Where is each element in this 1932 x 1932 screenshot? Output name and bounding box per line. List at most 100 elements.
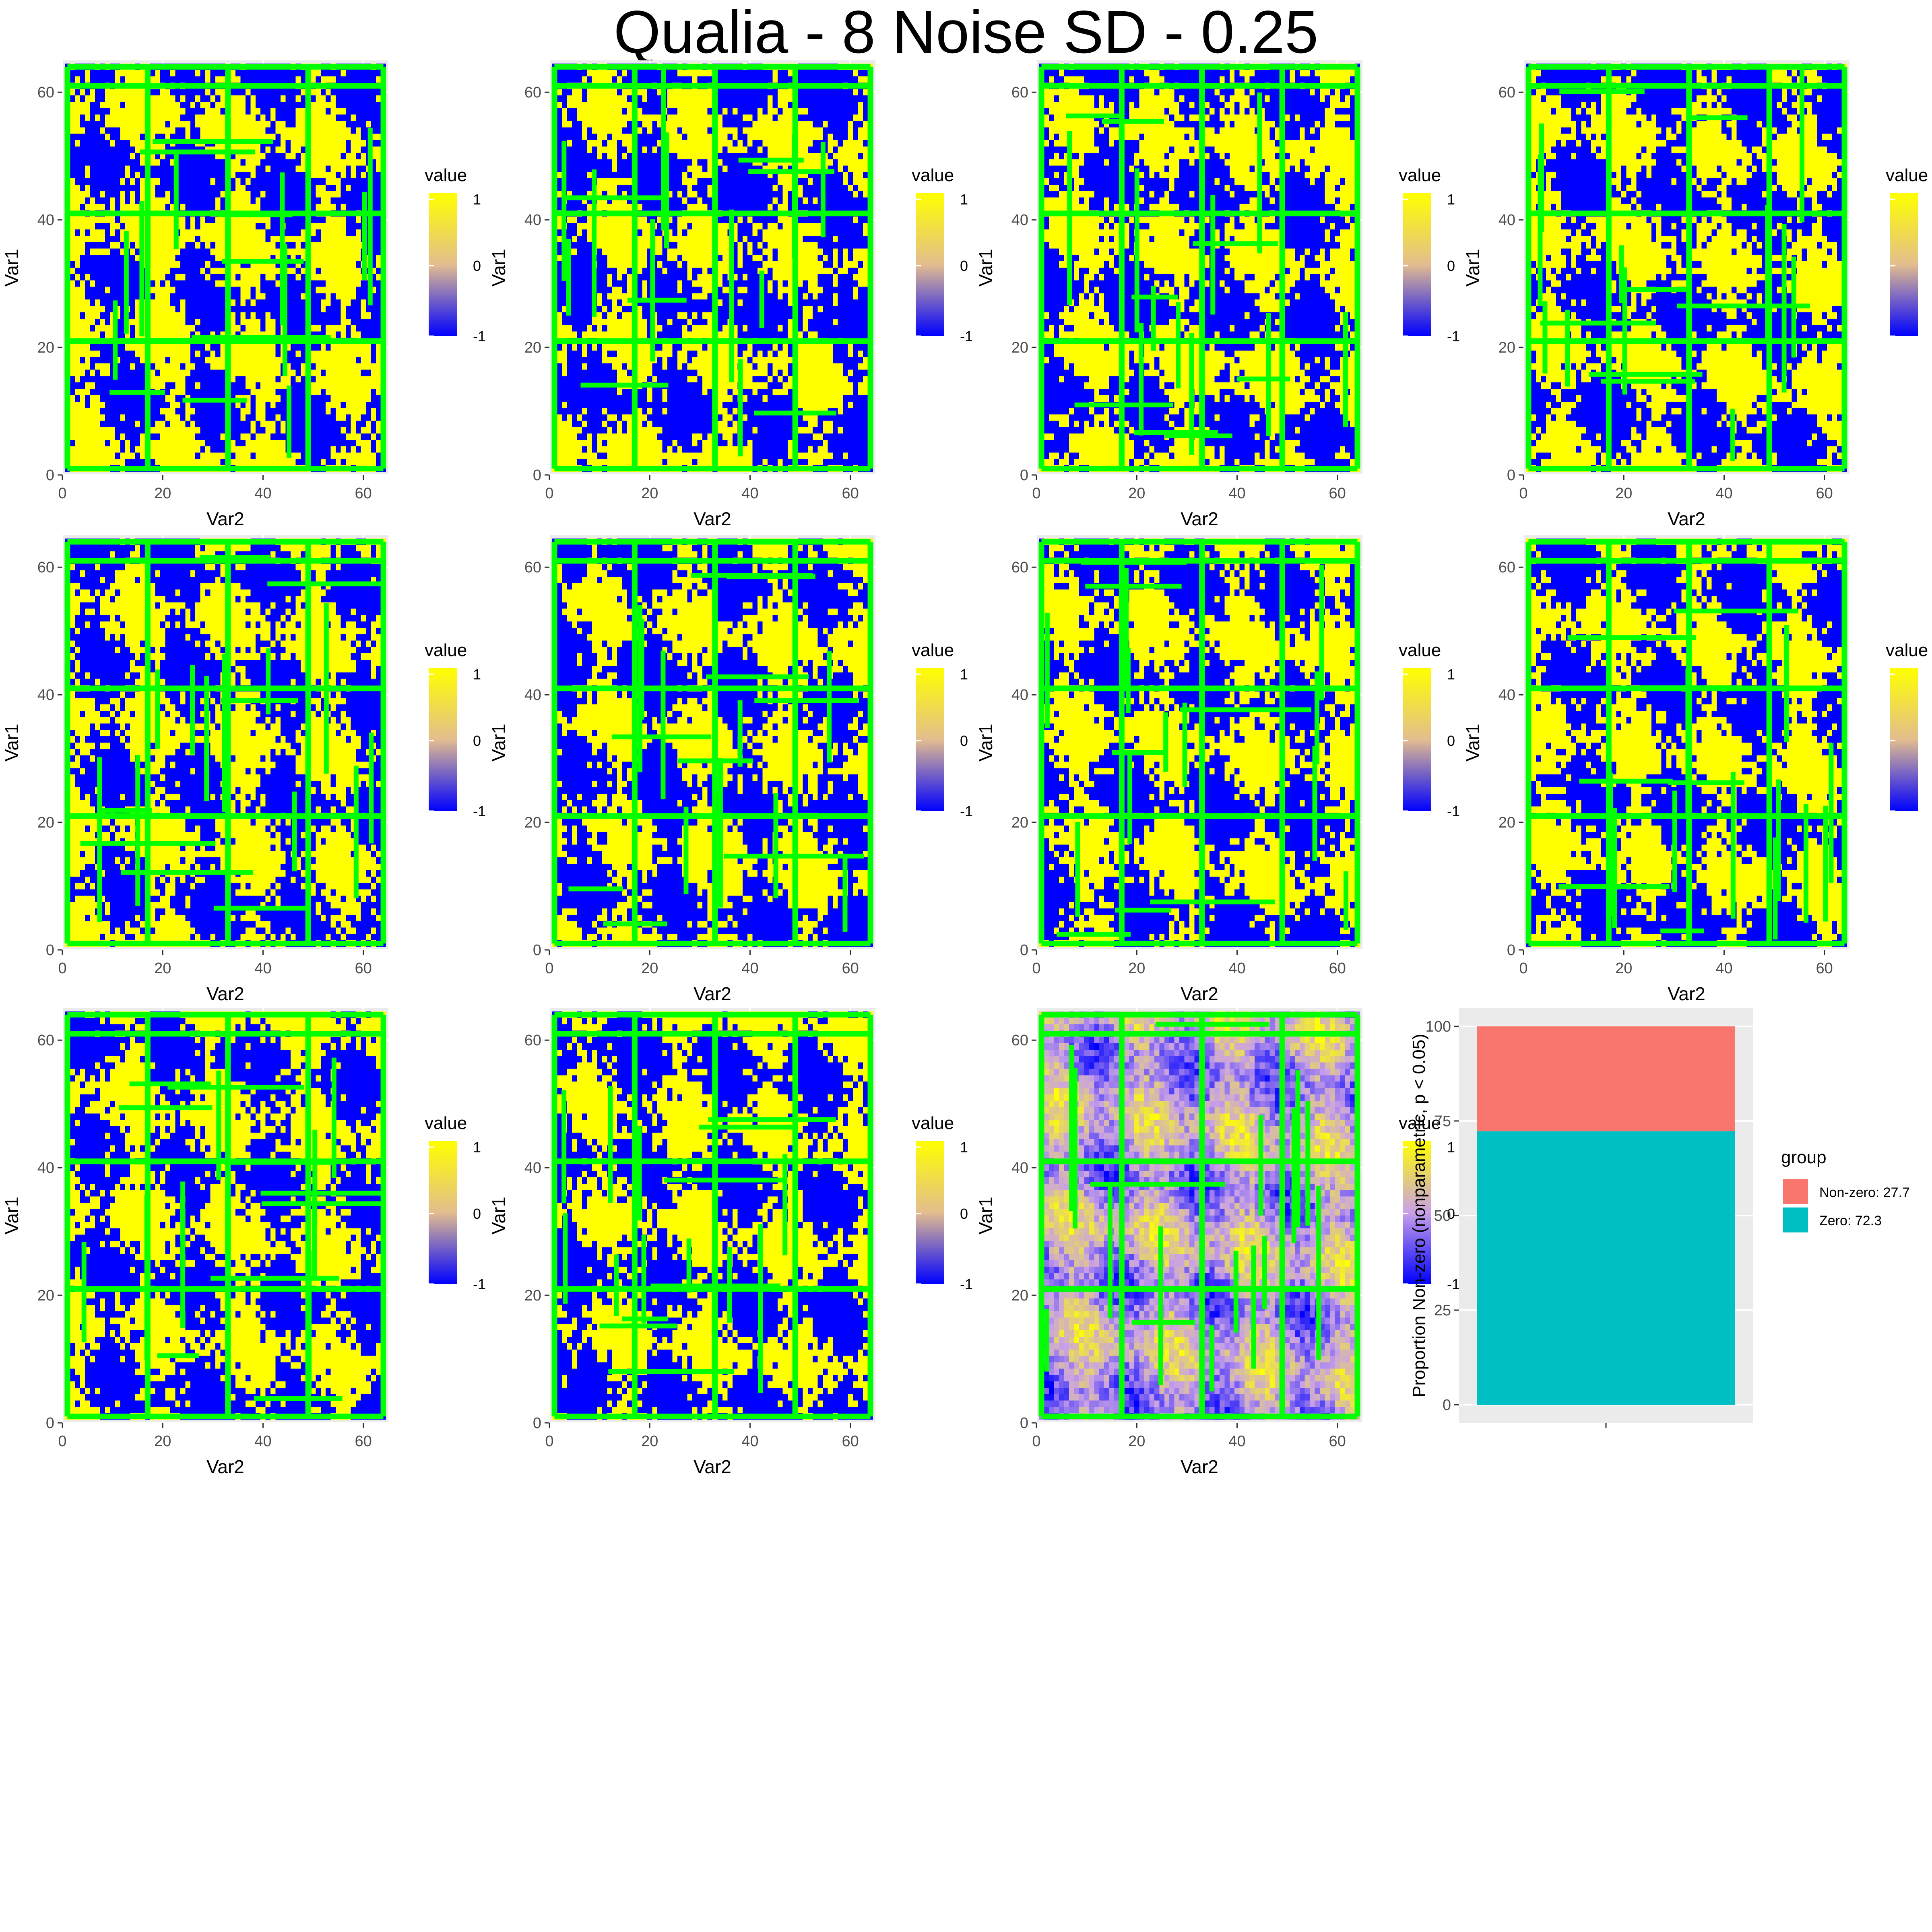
y-axis-label: Var1 bbox=[488, 249, 509, 287]
x-tick-label: 40 bbox=[254, 485, 271, 502]
colorbar-label: 1 bbox=[1447, 666, 1455, 683]
x-tick-label: 60 bbox=[1816, 960, 1833, 977]
y-tick-label: 20 bbox=[524, 1287, 541, 1304]
x-tick-label: 20 bbox=[154, 1433, 171, 1450]
y-tick-label: 60 bbox=[1499, 559, 1515, 576]
legend-title: value bbox=[1886, 640, 1928, 660]
y-axis-label: Var1 bbox=[1462, 724, 1483, 762]
legend-title: value bbox=[1399, 640, 1441, 660]
y-tick-label: 40 bbox=[524, 212, 541, 229]
x-tick-label: 0 bbox=[1519, 485, 1527, 502]
colorbar-label: -1 bbox=[473, 1276, 486, 1292]
y-tick-label: 60 bbox=[524, 559, 541, 576]
y-tick-label: 50 bbox=[1434, 1208, 1451, 1224]
colorbar bbox=[916, 193, 944, 336]
colorbar bbox=[916, 1141, 944, 1284]
x-tick-label: 0 bbox=[1032, 485, 1040, 502]
y-tick-label: 60 bbox=[1011, 1032, 1028, 1049]
x-axis-label: Var2 bbox=[1668, 508, 1705, 529]
y-tick-label: 20 bbox=[1499, 814, 1515, 831]
legend-key bbox=[1783, 1179, 1808, 1204]
x-axis-label: Var2 bbox=[694, 1456, 731, 1477]
y-tick-label: 40 bbox=[524, 1160, 541, 1177]
bar-segment bbox=[1477, 1026, 1735, 1131]
y-tick-label: 25 bbox=[1434, 1302, 1451, 1319]
heatmap-panel-10: 0 20 40 60 0 20 40 60 Var2 Var1 value 1 0 -1 bbox=[488, 1008, 973, 1477]
y-tick-label: 0 bbox=[46, 942, 54, 959]
x-tick-label: 60 bbox=[355, 485, 372, 502]
x-axis-label: Var2 bbox=[206, 508, 244, 529]
heatmap-panel-5: 0 20 40 60 0 20 40 60 Var2 Var1 value 1 0 -1 bbox=[1, 535, 486, 1004]
x-tick-label: 20 bbox=[1128, 1433, 1145, 1450]
y-tick-label: 0 bbox=[533, 1415, 541, 1432]
colorbar-label: 0 bbox=[960, 258, 968, 274]
heatmap-panel-3: 0 20 40 60 0 20 40 60 Var2 Var1 value 1 0 -1 bbox=[975, 60, 1460, 529]
y-tick-label: 0 bbox=[46, 1415, 54, 1432]
x-tick-label: 20 bbox=[154, 485, 171, 502]
colorbar-label: -1 bbox=[960, 803, 973, 819]
x-tick-label: 60 bbox=[1329, 485, 1346, 502]
y-tick-label: 60 bbox=[37, 559, 54, 576]
y-axis-label: Var1 bbox=[1462, 249, 1483, 287]
colorbar bbox=[916, 668, 944, 811]
colorbar-label: 1 bbox=[473, 666, 481, 683]
colorbar-label: 0 bbox=[1447, 1205, 1455, 1222]
y-tick-label: 0 bbox=[533, 467, 541, 484]
y-tick-label: 40 bbox=[37, 212, 54, 229]
x-axis-label: Var2 bbox=[206, 983, 244, 1004]
y-tick-label: 100 bbox=[1426, 1018, 1451, 1035]
x-tick-label: 40 bbox=[741, 1433, 758, 1450]
x-tick-label: 20 bbox=[641, 960, 658, 977]
x-axis-label: Var2 bbox=[1181, 983, 1218, 1004]
x-tick-label: 60 bbox=[355, 960, 372, 977]
x-tick-label: 40 bbox=[1715, 485, 1732, 502]
y-axis-label: Var1 bbox=[1, 724, 22, 762]
y-tick-label: 75 bbox=[1434, 1113, 1451, 1130]
y-tick-label: 40 bbox=[1011, 1160, 1028, 1177]
colorbar-label: 0 bbox=[960, 1205, 968, 1222]
x-tick-label: 40 bbox=[254, 960, 271, 977]
legend-title: value bbox=[1399, 165, 1441, 185]
heatmap-panel-1: 0 20 40 60 0 20 40 60 Var2 Var1 value 1 0 -1 bbox=[1, 60, 486, 529]
x-tick-label: 40 bbox=[741, 485, 758, 502]
x-tick-label: 40 bbox=[1228, 1433, 1245, 1450]
colorbar-label: 0 bbox=[473, 258, 481, 274]
y-tick-label: 60 bbox=[1499, 84, 1515, 101]
y-tick-label: 60 bbox=[524, 1032, 541, 1049]
x-axis-label: Var2 bbox=[694, 508, 731, 529]
y-tick-label: 40 bbox=[1011, 212, 1028, 229]
x-tick-label: 20 bbox=[1128, 960, 1145, 977]
y-tick-label: 40 bbox=[37, 687, 54, 704]
x-axis-label: Var2 bbox=[206, 1456, 244, 1477]
y-tick-label: 60 bbox=[1011, 84, 1028, 101]
legend-title: value bbox=[912, 640, 954, 660]
y-tick-label: 60 bbox=[37, 1032, 54, 1049]
x-tick-label: 20 bbox=[154, 960, 171, 977]
y-tick-label: 0 bbox=[1507, 942, 1515, 959]
x-tick-label: 0 bbox=[58, 1433, 66, 1450]
y-tick-label: 20 bbox=[1011, 814, 1028, 831]
colorbar-label: -1 bbox=[960, 328, 973, 345]
colorbar bbox=[429, 1141, 457, 1284]
colorbar-label: 1 bbox=[1447, 191, 1455, 208]
colorbar-label: 0 bbox=[473, 1205, 481, 1222]
y-tick-label: 40 bbox=[1499, 212, 1515, 229]
x-tick-label: 40 bbox=[1228, 960, 1245, 977]
y-tick-label: 20 bbox=[1499, 339, 1515, 356]
legend-title: value bbox=[425, 640, 467, 660]
x-tick-label: 40 bbox=[254, 1433, 271, 1450]
x-tick-label: 0 bbox=[58, 960, 66, 977]
colorbar-label: -1 bbox=[1447, 803, 1460, 819]
x-axis-label: Var2 bbox=[694, 983, 731, 1004]
y-axis-label: Var1 bbox=[488, 1197, 509, 1234]
y-tick-label: 60 bbox=[524, 84, 541, 101]
y-tick-label: 20 bbox=[524, 814, 541, 831]
colorbar bbox=[1890, 668, 1918, 811]
y-tick-label: 20 bbox=[37, 339, 54, 356]
y-tick-label: 20 bbox=[37, 1287, 54, 1304]
y-tick-label: 0 bbox=[1020, 467, 1028, 484]
